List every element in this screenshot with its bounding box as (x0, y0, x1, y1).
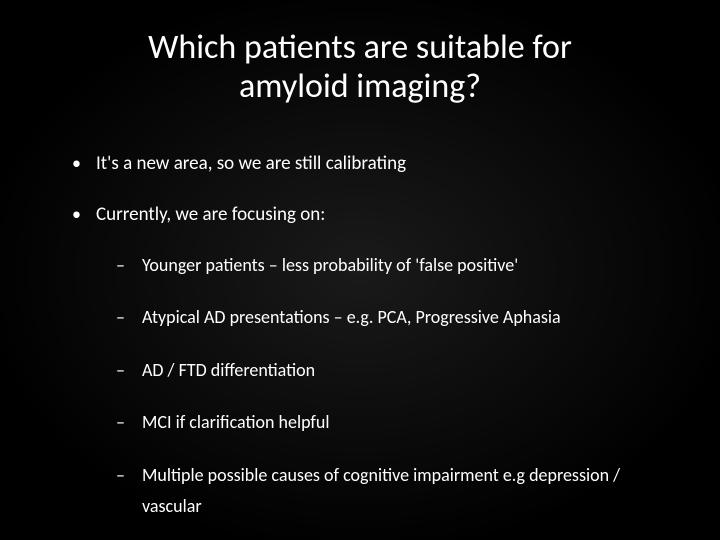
sub-bullet-item: Atypical AD presentations – e.g. PCA, Pr… (114, 302, 670, 333)
sub-bullet-list: Younger patients – less probability of '… (96, 250, 670, 522)
bullet-item: Currently, we are focusing on: Younger p… (70, 203, 670, 521)
sub-bullet-item: Younger patients – less probability of '… (114, 250, 670, 281)
bullet-item: It's a new area, so we are still calibra… (70, 152, 670, 177)
bullet-text: It's a new area, so we are still calibra… (96, 152, 406, 175)
bullet-list: It's a new area, so we are still calibra… (50, 152, 670, 521)
bullet-text: Currently, we are focusing on: (96, 203, 325, 226)
sub-bullet-item: MCI if clarification helpful (114, 407, 670, 438)
sub-bullet-item: Multiple possible causes of cognitive im… (114, 460, 670, 521)
sub-bullet-item: AD / FTD differentiation (114, 355, 670, 386)
slide-title: Which patients are suitable for amyloid … (90, 28, 630, 106)
